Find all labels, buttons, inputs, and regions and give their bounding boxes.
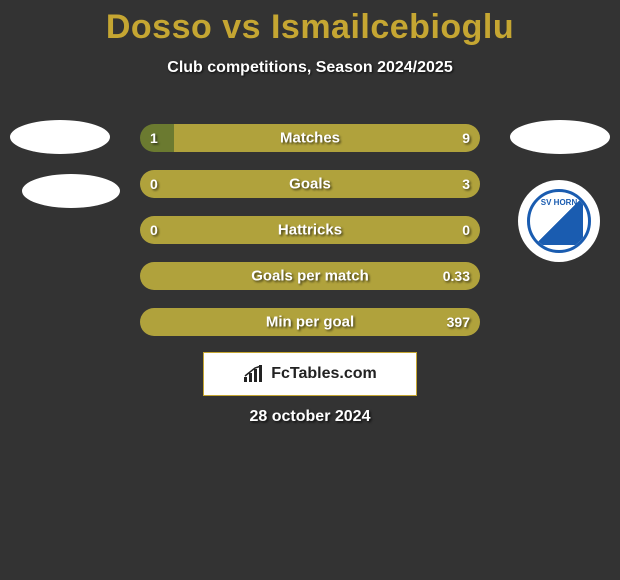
page-title: Dosso vs Ismailcebioglu [0, 0, 620, 47]
stat-row: Min per goal397 [140, 308, 480, 336]
stat-value-left: 0 [150, 222, 158, 238]
stat-row: Hattricks0 0 [140, 216, 480, 244]
stats-bars: Matches19Goals03Hattricks00Goals per mat… [140, 124, 480, 354]
stat-value-right: 397 [447, 314, 470, 330]
source-label: FcTables.com [271, 365, 377, 383]
stat-label: Goals [140, 176, 480, 193]
club-logo-icon: SV HORN [527, 189, 591, 253]
player1-badge-placeholder-top [10, 120, 110, 154]
stat-value-right: 3 [462, 176, 470, 192]
source-attribution: FcTables.com [203, 352, 417, 396]
player2-club-badge: SV HORN [518, 180, 600, 262]
stat-row: Goals per match0.33 [140, 262, 480, 290]
club-logo-text: SV HORN [530, 198, 588, 207]
stat-value-right: 0.33 [443, 268, 470, 284]
stat-label: Hattricks [140, 222, 480, 239]
stat-row: Goals0 3 [140, 170, 480, 198]
player2-badge-placeholder-top [510, 120, 610, 154]
stat-row: Matches1 9 [140, 124, 480, 152]
subtitle: Club competitions, Season 2024/2025 [0, 59, 620, 77]
stat-label: Min per goal [140, 314, 480, 331]
player1-badge-placeholder-bottom [22, 174, 120, 208]
stat-value-right: 0 [462, 222, 470, 238]
chart-icon [243, 365, 265, 383]
stat-value-left: 1 [150, 130, 158, 146]
stat-label: Matches [140, 130, 480, 147]
snapshot-date: 28 october 2024 [0, 408, 620, 426]
stat-label: Goals per match [140, 268, 480, 285]
stat-value-left: 0 [150, 176, 158, 192]
stat-value-right: 9 [462, 130, 470, 146]
